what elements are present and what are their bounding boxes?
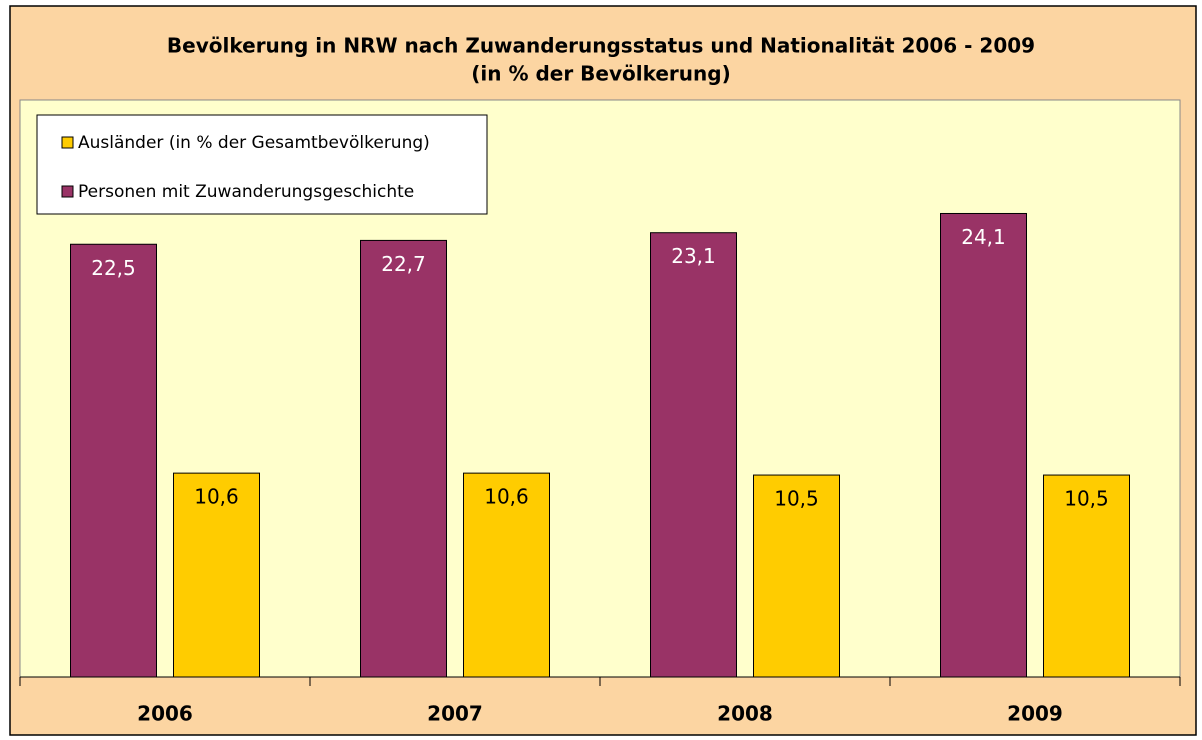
x-tick-label: 2009 <box>1007 702 1063 726</box>
data-label: 24,1 <box>961 225 1006 249</box>
data-label: 22,7 <box>381 252 426 276</box>
legend-swatch <box>61 185 74 198</box>
chart-subtitle: (in % der Bevölkerung) <box>471 62 730 86</box>
legend-label: Personen mit Zuwanderungsgeschichte <box>78 182 414 202</box>
data-label: 10,5 <box>774 487 819 511</box>
bar <box>70 243 157 678</box>
x-tick-label: 2006 <box>137 702 193 726</box>
legend-swatch <box>61 136 74 149</box>
bar <box>463 472 550 678</box>
x-tick-label: 2007 <box>427 702 483 726</box>
data-label: 23,1 <box>671 244 716 268</box>
data-label: 10,6 <box>194 485 239 509</box>
bar <box>940 212 1027 678</box>
data-label: 22,5 <box>91 256 136 280</box>
bar <box>753 474 840 678</box>
data-label: 10,5 <box>1064 487 1109 511</box>
bar <box>173 472 260 678</box>
bar <box>650 232 737 678</box>
chart-title: Bevölkerung in NRW nach Zuwanderungsstat… <box>167 34 1035 58</box>
x-tick-label: 2008 <box>717 702 773 726</box>
data-label: 10,6 <box>484 485 529 509</box>
legend <box>36 114 488 215</box>
bar <box>360 239 447 678</box>
legend-label: Ausländer (in % der Gesamtbevölkerung) <box>78 133 430 153</box>
